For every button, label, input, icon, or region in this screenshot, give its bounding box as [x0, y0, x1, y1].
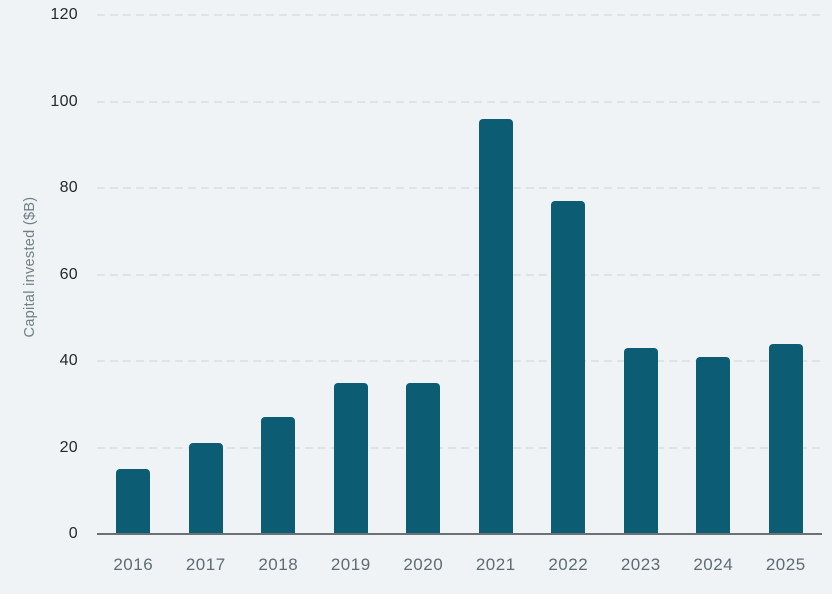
bar-2023 — [623, 348, 658, 534]
y-tick-label: 20 — [59, 438, 78, 456]
x-tick-label: 2023 — [620, 555, 661, 574]
y-tick-label: 100 — [50, 92, 78, 110]
y-tick-label: 0 — [68, 525, 78, 542]
x-axis-line — [97, 533, 822, 535]
bar-2025 — [768, 343, 803, 534]
bar-2016 — [116, 469, 151, 534]
gridline — [97, 273, 822, 276]
x-tick-label: 2019 — [330, 555, 371, 574]
y-tick-label: 120 — [50, 6, 78, 23]
gridline — [97, 360, 822, 362]
x-tick-label: 2018 — [258, 555, 299, 574]
bar-2019 — [333, 382, 368, 534]
bar-2021 — [478, 118, 513, 534]
x-tick-label: 2021 — [475, 555, 516, 574]
x-tick-label: 2024 — [693, 555, 734, 574]
bar-2018 — [261, 417, 296, 534]
bar-2022 — [551, 200, 586, 534]
bar-2020 — [406, 382, 441, 534]
gridline — [97, 446, 822, 449]
y-tick-label: 60 — [59, 265, 78, 283]
bar-2024 — [696, 356, 731, 534]
x-tick-label: 2025 — [765, 555, 806, 574]
gridline — [97, 187, 822, 189]
x-tick-label: 2016 — [113, 555, 154, 574]
bar-2017 — [188, 443, 223, 534]
gridline — [97, 14, 822, 16]
gridline — [97, 100, 822, 103]
x-tick-label: 2020 — [403, 555, 444, 574]
y-tick-label: 40 — [59, 352, 78, 369]
x-tick-label: 2022 — [548, 555, 589, 574]
x-tick-label: 2017 — [185, 555, 226, 574]
y-tick-label: 80 — [59, 179, 78, 196]
